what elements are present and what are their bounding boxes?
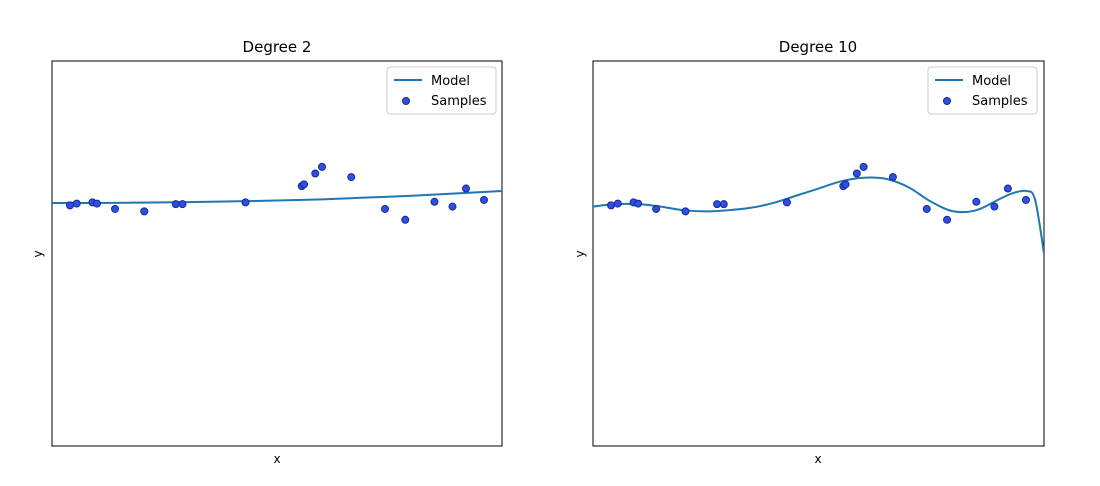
legend-frame <box>927 66 1038 115</box>
sample-point <box>72 199 81 208</box>
sample-point <box>859 162 868 171</box>
axes-frame <box>592 60 1045 447</box>
chart-title: Degree 10 <box>779 38 857 56</box>
legend-samples-label: Samples <box>431 94 487 109</box>
sample-point <box>613 199 622 208</box>
legend-samples-marker <box>402 97 410 105</box>
y-axis-label: y <box>573 250 587 257</box>
sample-point <box>841 180 850 189</box>
sample-point <box>93 199 101 208</box>
sample-point <box>462 184 470 193</box>
axes-frame <box>51 60 503 447</box>
sample-point <box>782 198 791 207</box>
sample-point <box>922 204 931 213</box>
sample-point <box>111 204 119 213</box>
subplot-degree-2: Degree 2 x y Model Samples <box>31 38 503 466</box>
sample-point <box>347 173 356 182</box>
subplot-degree-10: Degree 10 x y Model Samples <box>573 38 1045 466</box>
legend-frame <box>386 66 497 115</box>
sample-point <box>713 200 722 209</box>
sample-point <box>719 200 728 209</box>
sample-point <box>140 207 149 216</box>
sample-point <box>318 162 326 171</box>
sample-point <box>381 204 389 213</box>
sample-point <box>972 197 981 206</box>
chart-title: Degree 2 <box>243 38 312 56</box>
sample-point <box>66 201 74 210</box>
legend-samples-label: Samples <box>972 94 1028 109</box>
sample-point <box>943 215 952 224</box>
legend-samples-marker <box>943 97 951 105</box>
legend: Model Samples <box>927 66 1038 115</box>
sample-point <box>311 169 320 178</box>
sample-point <box>888 173 897 182</box>
sample-point <box>1021 195 1030 204</box>
legend-model-label: Model <box>431 74 470 89</box>
sample-point <box>681 207 690 216</box>
sample-point <box>852 169 861 178</box>
x-axis-label: x <box>273 452 280 466</box>
sample-point <box>171 200 180 209</box>
x-axis-label: x <box>814 452 821 466</box>
sample-point <box>652 204 661 213</box>
legend-model-label: Model <box>972 74 1011 89</box>
sample-point <box>430 197 439 206</box>
sample-point <box>480 195 488 204</box>
sample-point <box>634 199 643 208</box>
sample-point <box>990 202 999 211</box>
legend: Model Samples <box>386 66 497 115</box>
sample-point <box>607 201 616 210</box>
sample-point <box>178 200 187 209</box>
sample-point <box>401 215 410 224</box>
sample-point <box>241 198 250 207</box>
plot-marks <box>593 162 1044 254</box>
plot-marks <box>52 162 502 224</box>
sample-point <box>1003 184 1012 193</box>
model-line <box>52 189 502 204</box>
sample-point <box>448 202 457 211</box>
model-line <box>593 176 1044 254</box>
sample-point <box>300 180 308 189</box>
y-axis-label: y <box>31 250 45 257</box>
